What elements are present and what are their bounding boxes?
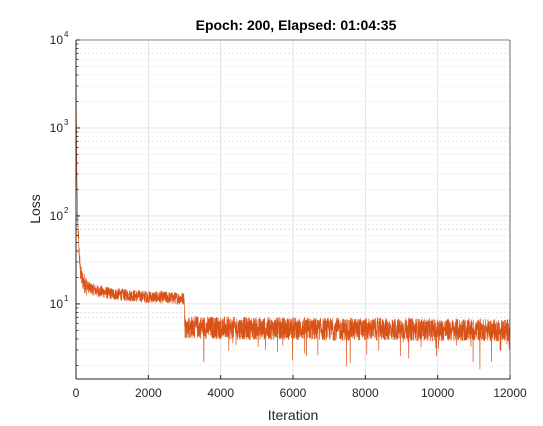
y-tick-label: 10 <box>50 209 64 223</box>
labels: Epoch: 200, Elapsed: 01:04:35 Iteration … <box>27 17 397 423</box>
y-tick-label: 10 <box>50 121 64 135</box>
y-tick-exponent: 4 <box>64 30 69 39</box>
x-tick-label: 4000 <box>207 386 234 400</box>
y-tick-exponent: 2 <box>64 206 69 215</box>
plot-area <box>76 40 510 370</box>
chart-title: Epoch: 200, Elapsed: 01:04:35 <box>196 17 397 33</box>
x-tick-label: 2000 <box>135 386 162 400</box>
x-tick-label: 12000 <box>493 386 527 400</box>
y-tick-exponent: 1 <box>64 294 69 303</box>
y-tick-label: 10 <box>50 33 64 47</box>
y-tick-exponent: 3 <box>64 118 69 127</box>
y-tick-label: 10 <box>50 297 64 311</box>
series-line-loss <box>76 40 510 370</box>
x-tick-label: 6000 <box>280 386 307 400</box>
x-tick-label: 10000 <box>421 386 455 400</box>
x-tick-label: 0 <box>73 386 80 400</box>
y-axis-label: Loss <box>27 194 43 224</box>
x-tick-label: 8000 <box>352 386 379 400</box>
x-axis-label: Iteration <box>268 407 319 423</box>
